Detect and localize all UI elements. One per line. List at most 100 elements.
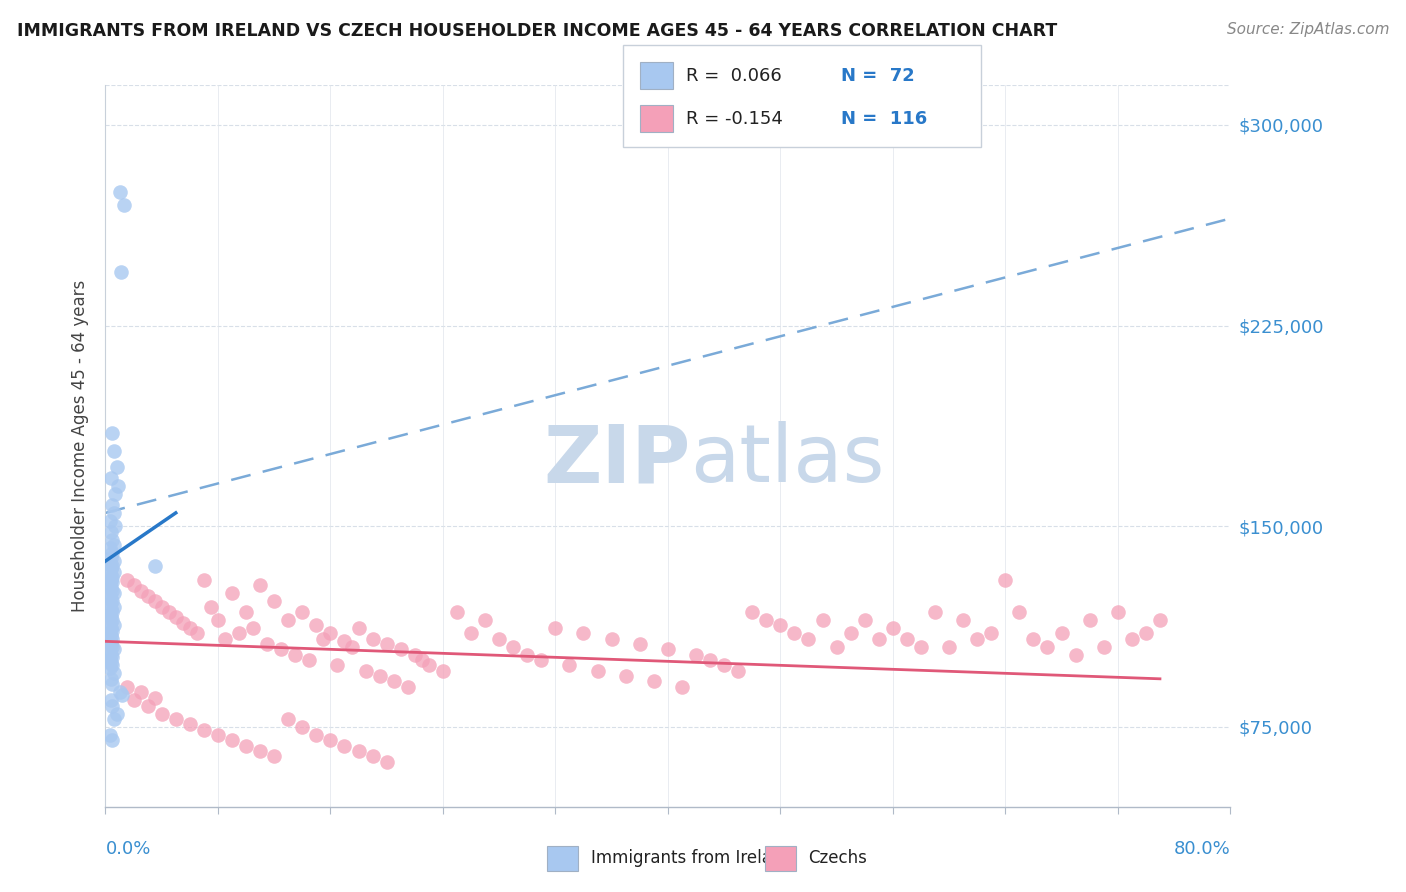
Point (446, 605, 468, 619)
Point (853, 613, 876, 627)
Point (305, 728, 328, 742)
Point (104, 487, 127, 501)
Point (882, 621, 904, 635)
Point (111, 688, 134, 702)
Text: ZIP: ZIP (543, 421, 690, 500)
Point (488, 632, 510, 646)
Point (200, 599, 222, 614)
Point (98, 597, 121, 611)
Point (530, 653, 553, 667)
Point (103, 506, 125, 520)
Point (924, 605, 946, 619)
Point (105, 706, 128, 721)
Point (115, 680, 138, 694)
Point (100, 693, 122, 707)
Point (103, 599, 125, 614)
Point (825, 640, 848, 654)
Point (101, 546, 124, 560)
Point (101, 613, 124, 627)
Point (418, 658, 440, 673)
Point (727, 664, 749, 678)
Point (1050, 626, 1073, 640)
Point (361, 632, 384, 646)
Y-axis label: Householder Income Ages 45 - 64 years: Householder Income Ages 45 - 64 years (72, 280, 90, 612)
Point (98, 728, 121, 742)
Point (179, 621, 201, 635)
Point (671, 680, 693, 694)
Point (396, 680, 419, 694)
Point (1107, 605, 1129, 619)
Point (411, 653, 433, 667)
Point (112, 198, 135, 212)
Point (263, 749, 285, 764)
Point (179, 717, 201, 731)
Point (193, 573, 215, 587)
Point (100, 648, 122, 662)
Point (129, 583, 152, 598)
Point (103, 444, 125, 458)
Point (103, 642, 125, 657)
Point (368, 669, 391, 683)
Point (143, 690, 166, 705)
Text: 0.0%: 0.0% (105, 839, 150, 858)
Point (235, 739, 257, 753)
Point (143, 594, 166, 608)
Point (333, 634, 356, 648)
Point (685, 648, 707, 662)
Point (382, 674, 405, 689)
Text: R = -0.154: R = -0.154 (686, 110, 783, 128)
Point (101, 583, 124, 598)
Point (326, 658, 349, 673)
Point (586, 664, 609, 678)
Point (966, 632, 988, 646)
Point (100, 656, 122, 670)
Point (98, 589, 121, 603)
Point (797, 632, 820, 646)
Point (100, 551, 122, 566)
Point (122, 578, 145, 592)
Point (165, 610, 187, 624)
Point (103, 712, 125, 726)
Point (628, 637, 651, 651)
Point (98, 514, 121, 528)
Point (769, 618, 792, 632)
Point (1008, 605, 1031, 619)
Point (572, 626, 595, 640)
Point (150, 599, 173, 614)
Point (101, 594, 124, 608)
Point (291, 605, 314, 619)
Text: Source: ZipAtlas.com: Source: ZipAtlas.com (1226, 22, 1389, 37)
Text: IMMIGRANTS FROM IRELAND VS CZECH HOUSEHOLDER INCOME AGES 45 - 64 YEARS CORRELATI: IMMIGRANTS FROM IRELAND VS CZECH HOUSEHO… (17, 22, 1057, 40)
Point (1121, 632, 1143, 646)
Point (404, 648, 426, 662)
Point (103, 586, 125, 600)
Point (600, 632, 623, 646)
Point (193, 723, 215, 737)
Point (270, 642, 292, 657)
Point (291, 720, 314, 734)
Point (100, 591, 122, 606)
Point (101, 632, 124, 646)
Point (104, 519, 127, 533)
Point (312, 632, 335, 646)
Point (347, 621, 370, 635)
Point (100, 621, 122, 635)
Point (347, 744, 370, 758)
Point (1022, 632, 1045, 646)
Point (103, 666, 125, 681)
Point (101, 733, 124, 747)
Point (783, 626, 806, 640)
Point (333, 739, 356, 753)
Point (354, 664, 377, 678)
Point (98, 634, 121, 648)
Point (98, 615, 121, 630)
Point (101, 677, 124, 691)
Point (101, 498, 124, 512)
Point (100, 581, 122, 595)
Point (186, 626, 208, 640)
Point (98, 661, 121, 675)
Point (98, 541, 121, 555)
Point (108, 685, 131, 699)
Point (101, 605, 124, 619)
Point (516, 648, 538, 662)
